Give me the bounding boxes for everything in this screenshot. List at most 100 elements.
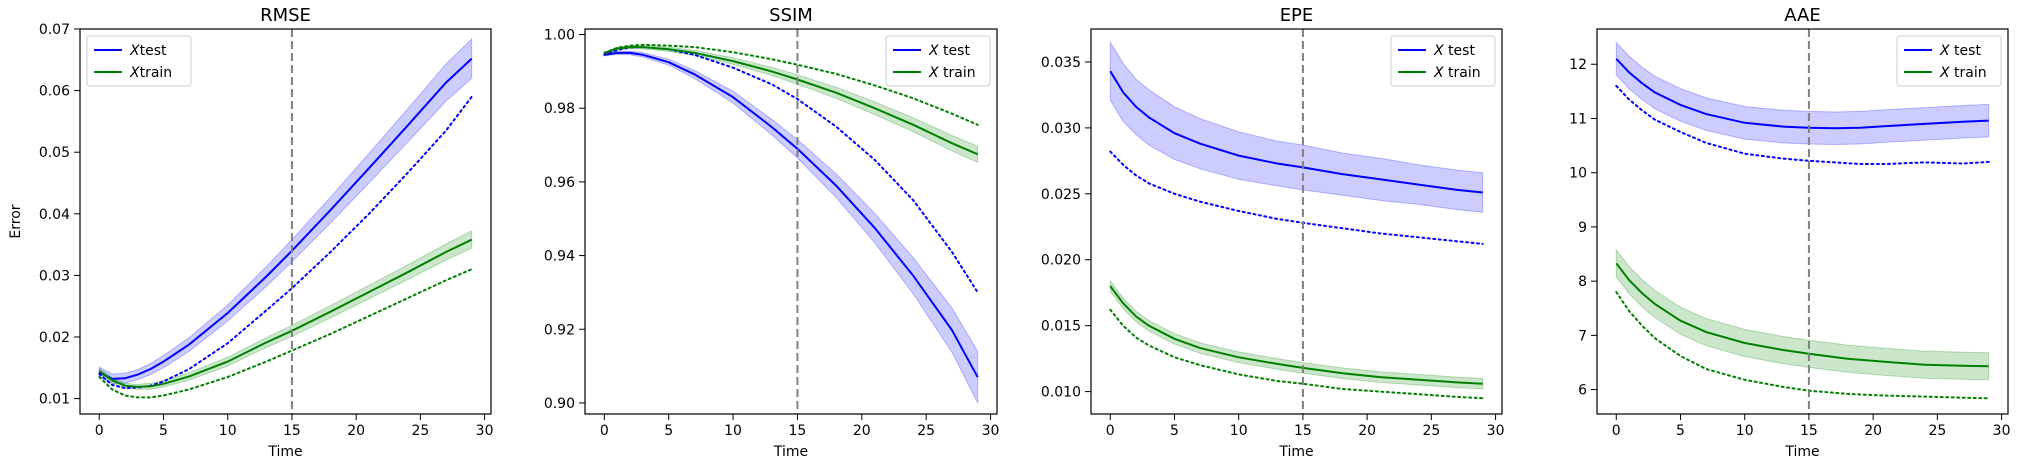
series-dotted-line-1 xyxy=(1109,308,1484,400)
legend-box xyxy=(1896,35,2002,87)
y-tick-label: 0.05 xyxy=(39,145,70,161)
x-tick-label: 5 xyxy=(1170,423,1179,439)
x-tick-label: 0 xyxy=(1106,423,1115,439)
chart-title: AAE xyxy=(1784,5,1821,26)
x-tick-label: 5 xyxy=(159,423,168,439)
x-axis-label: Time xyxy=(267,444,302,460)
legend: X test X train xyxy=(1896,35,2002,87)
y-tick-label: 0.035 xyxy=(1041,55,1081,71)
axes-frame xyxy=(1596,28,2009,415)
x-tick-label: 10 xyxy=(1230,423,1248,439)
y-tick-label: 0.04 xyxy=(39,207,70,223)
series-mean-line-0 xyxy=(98,57,473,380)
chart-panel-aae: 0 5 10 15 20 25 30 6 7 8 9 10 11 12 AAE Time X test X tra… xyxy=(1569,5,2010,460)
x-tick-label: 0 xyxy=(600,423,609,439)
series-dotted-line-0 xyxy=(98,95,473,390)
x-tick-label: 5 xyxy=(664,423,673,439)
series-band-0 xyxy=(1109,40,1484,213)
legend-label-1: X train xyxy=(1939,65,1987,81)
x-tick-label: 0 xyxy=(95,423,104,439)
y-tick-label: 0.90 xyxy=(544,396,575,412)
x-axis-label: Time xyxy=(1784,444,1819,460)
series-mean-line-0 xyxy=(1615,58,1989,130)
y-tick-label: 0.98 xyxy=(544,101,575,117)
y-tick-label: 0.025 xyxy=(1041,187,1081,203)
legend-label-0: X test xyxy=(928,43,970,59)
x-tick-label: 15 xyxy=(283,423,301,439)
y-tick-label: 0.92 xyxy=(544,322,575,338)
y-tick-label: 0.020 xyxy=(1041,253,1081,269)
legend: X test X train xyxy=(1390,35,1496,87)
y-tick-label: 0.010 xyxy=(1041,385,1081,401)
x-tick-label: 10 xyxy=(219,423,237,439)
legend: Xtest Xtrain xyxy=(86,35,192,87)
x-tick-label: 30 xyxy=(982,423,1000,439)
y-tick-label: 0.96 xyxy=(544,175,575,191)
axes-frame xyxy=(1090,28,1503,415)
series-mean-line-0 xyxy=(604,51,979,378)
series-mean-line-0 xyxy=(1109,70,1483,194)
y-tick-label: 8 xyxy=(1578,274,1587,290)
series-band-0 xyxy=(603,50,979,404)
x-tick-label: 15 xyxy=(1800,423,1818,439)
x-tick-label: 25 xyxy=(411,423,429,439)
y-tick-label: 12 xyxy=(1569,57,1587,73)
chart-title: EPE xyxy=(1280,5,1314,26)
y-tick-label: 7 xyxy=(1578,328,1587,344)
x-tick-label: 15 xyxy=(1294,423,1312,439)
series-mean-line-1 xyxy=(603,46,979,156)
chart-panel-rmse: 0 5 10 15 20 25 30 0.01 0.02 0.03 0.04 0.05 0.06 0.07… xyxy=(8,5,493,460)
y-tick-label: 0.015 xyxy=(1041,319,1081,335)
series-dotted-line-0 xyxy=(1615,84,1990,165)
y-axis-label: Error xyxy=(8,204,24,238)
axes-frame xyxy=(79,28,492,415)
legend-label-0: X test xyxy=(1939,43,1981,59)
chart-title: SSIM xyxy=(769,5,813,26)
series-mean-line-1 xyxy=(1615,262,1989,368)
legend-label-0: X test xyxy=(1433,43,1475,59)
x-axis-label: Time xyxy=(773,444,808,460)
x-tick-label: 0 xyxy=(1612,423,1621,439)
x-tick-label: 5 xyxy=(1676,423,1685,439)
x-tick-label: 10 xyxy=(1736,423,1754,439)
series-band-1 xyxy=(98,230,473,390)
legend-box xyxy=(885,35,991,87)
series-band-0 xyxy=(1615,41,1990,146)
series-mean-line-1 xyxy=(98,238,473,388)
x-tick-label: 30 xyxy=(1993,423,2011,439)
y-tick-label: 10 xyxy=(1569,166,1587,182)
y-tick-label: 0.03 xyxy=(39,268,70,284)
y-tick-label: 6 xyxy=(1578,383,1587,399)
legend-box xyxy=(1390,35,1496,87)
chart-panel-epe: 0 5 10 15 20 25 30 0.010 0.015 0.020 0.025 0.030 0.0… xyxy=(1041,5,1505,460)
legend-box xyxy=(86,35,192,87)
legend: X test X train xyxy=(885,35,991,87)
x-tick-label: 10 xyxy=(724,423,742,439)
x-tick-label: 25 xyxy=(1928,423,1946,439)
y-tick-label: 0.06 xyxy=(39,84,70,100)
series-dotted-line-0 xyxy=(1109,150,1484,245)
legend-label-1: X train xyxy=(928,65,976,81)
x-tick-label: 25 xyxy=(917,423,935,439)
x-tick-label: 30 xyxy=(1487,423,1505,439)
y-tick-label: 11 xyxy=(1569,111,1587,127)
x-axis-label: Time xyxy=(1278,444,1313,460)
x-tick-label: 20 xyxy=(853,423,871,439)
chart-title: RMSE xyxy=(260,5,311,26)
y-tick-label: 0.030 xyxy=(1041,121,1081,137)
y-tick-label: 0.94 xyxy=(544,249,575,265)
series-mean-line-1 xyxy=(1109,285,1483,385)
legend-label-0: Xtest xyxy=(129,43,167,59)
series-band-1 xyxy=(603,44,979,164)
series-dotted-line-1 xyxy=(603,43,979,126)
series-dotted-line-1 xyxy=(98,268,473,399)
legend-label-1: X train xyxy=(1433,65,1481,81)
y-tick-label: 1.00 xyxy=(544,28,575,44)
y-tick-label: 0.01 xyxy=(39,392,70,408)
chart-panel-ssim: 0 5 10 15 20 25 30 0.90 0.92 0.94 0.96 0.98 1.00 SSIM… xyxy=(544,5,1000,460)
axes-frame xyxy=(584,28,998,415)
x-tick-label: 20 xyxy=(347,423,365,439)
y-tick-label: 0.07 xyxy=(39,22,70,38)
x-tick-label: 20 xyxy=(1358,423,1376,439)
